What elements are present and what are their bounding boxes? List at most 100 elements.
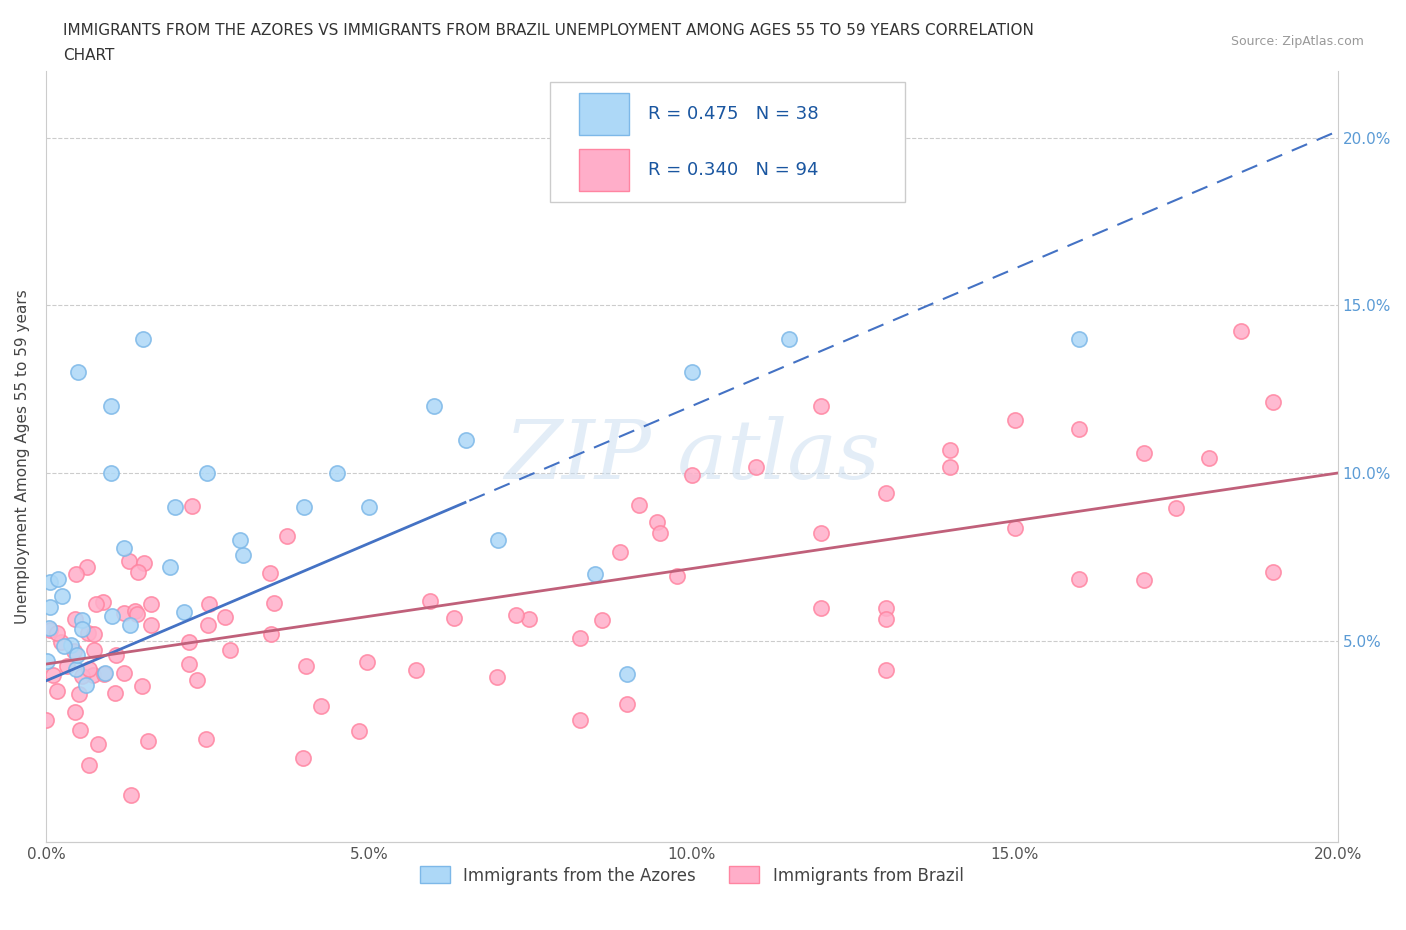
- Point: [132, 331, 155, 346]
- Point: [325, 466, 347, 481]
- Point: [139, 618, 162, 632]
- Point: [65, 661, 87, 676]
- Point: [810, 601, 832, 616]
- Point: [77, 758, 100, 773]
- Point: [75, 678, 97, 693]
- Point: [69, 723, 91, 737]
- Point: [70, 622, 93, 637]
- Point: [616, 667, 638, 682]
- Point: [177, 657, 200, 671]
- Point: [104, 685, 127, 700]
- Point: [127, 565, 149, 579]
- Point: [778, 331, 800, 346]
- Point: [681, 468, 703, 483]
- Point: [91, 594, 114, 609]
- Point: [259, 565, 281, 580]
- Point: [875, 663, 897, 678]
- Point: [65, 566, 87, 581]
- Point: [93, 666, 115, 681]
- Point: [125, 606, 148, 621]
- Point: [134, 555, 156, 570]
- Text: Source: ZipAtlas.com: Source: ZipAtlas.com: [1230, 35, 1364, 48]
- Point: [810, 525, 832, 540]
- Point: [198, 596, 221, 611]
- Point: [1263, 565, 1285, 579]
- Point: [112, 665, 135, 680]
- Point: [35, 712, 58, 727]
- Point: [63, 705, 86, 720]
- Point: [1069, 572, 1091, 587]
- Point: [46, 626, 69, 641]
- Point: [939, 443, 962, 458]
- Point: [124, 603, 146, 618]
- Point: [120, 788, 142, 803]
- Legend: Immigrants from the Azores, Immigrants from Brazil: Immigrants from the Azores, Immigrants f…: [413, 859, 970, 891]
- Point: [875, 601, 897, 616]
- Point: [347, 724, 370, 738]
- Point: [583, 566, 606, 581]
- Point: [70, 613, 93, 628]
- Point: [214, 609, 236, 624]
- Point: [59, 638, 82, 653]
- Point: [104, 647, 127, 662]
- Point: [181, 498, 204, 513]
- Point: [1198, 450, 1220, 465]
- FancyBboxPatch shape: [550, 83, 905, 202]
- Point: [51, 588, 73, 603]
- Point: [939, 459, 962, 474]
- Point: [745, 460, 768, 475]
- Point: [276, 528, 298, 543]
- Point: [100, 466, 122, 481]
- Point: [136, 734, 159, 749]
- Point: [139, 597, 162, 612]
- Point: [38, 620, 60, 635]
- Point: [218, 643, 240, 658]
- Text: IMMIGRANTS FROM THE AZORES VS IMMIGRANTS FROM BRAZIL UNEMPLOYMENT AMONG AGES 55 : IMMIGRANTS FROM THE AZORES VS IMMIGRANTS…: [63, 23, 1035, 38]
- Point: [67, 686, 90, 701]
- Text: R = 0.340   N = 94: R = 0.340 N = 94: [648, 161, 818, 179]
- Point: [120, 618, 142, 632]
- Point: [419, 593, 441, 608]
- Point: [486, 533, 509, 548]
- Point: [405, 663, 427, 678]
- Point: [569, 630, 592, 644]
- Point: [177, 634, 200, 649]
- Point: [37, 654, 59, 669]
- Point: [77, 662, 100, 677]
- Point: [48, 571, 70, 586]
- Point: [875, 485, 897, 500]
- Text: CHART: CHART: [63, 48, 115, 63]
- Point: [443, 611, 465, 626]
- Point: [62, 643, 84, 658]
- Point: [39, 623, 62, 638]
- Point: [52, 639, 75, 654]
- Point: [76, 560, 98, 575]
- Point: [186, 672, 208, 687]
- Point: [1004, 412, 1026, 427]
- Point: [628, 498, 651, 512]
- Point: [309, 698, 332, 713]
- Point: [569, 712, 592, 727]
- Point: [875, 611, 897, 626]
- Point: [1069, 421, 1091, 436]
- Point: [83, 643, 105, 658]
- Bar: [579, 93, 628, 136]
- Bar: [579, 149, 628, 192]
- Point: [39, 600, 62, 615]
- Point: [51, 634, 73, 649]
- Text: ZIP atlas: ZIP atlas: [503, 417, 880, 497]
- Point: [173, 604, 195, 619]
- Point: [100, 399, 122, 414]
- Point: [356, 655, 378, 670]
- Point: [38, 575, 60, 590]
- Point: [1069, 331, 1091, 346]
- Point: [67, 365, 90, 380]
- Point: [616, 697, 638, 711]
- Point: [517, 612, 540, 627]
- Point: [118, 554, 141, 569]
- Point: [292, 499, 315, 514]
- Point: [76, 626, 98, 641]
- Point: [294, 658, 316, 673]
- Point: [591, 613, 613, 628]
- Point: [1230, 324, 1253, 339]
